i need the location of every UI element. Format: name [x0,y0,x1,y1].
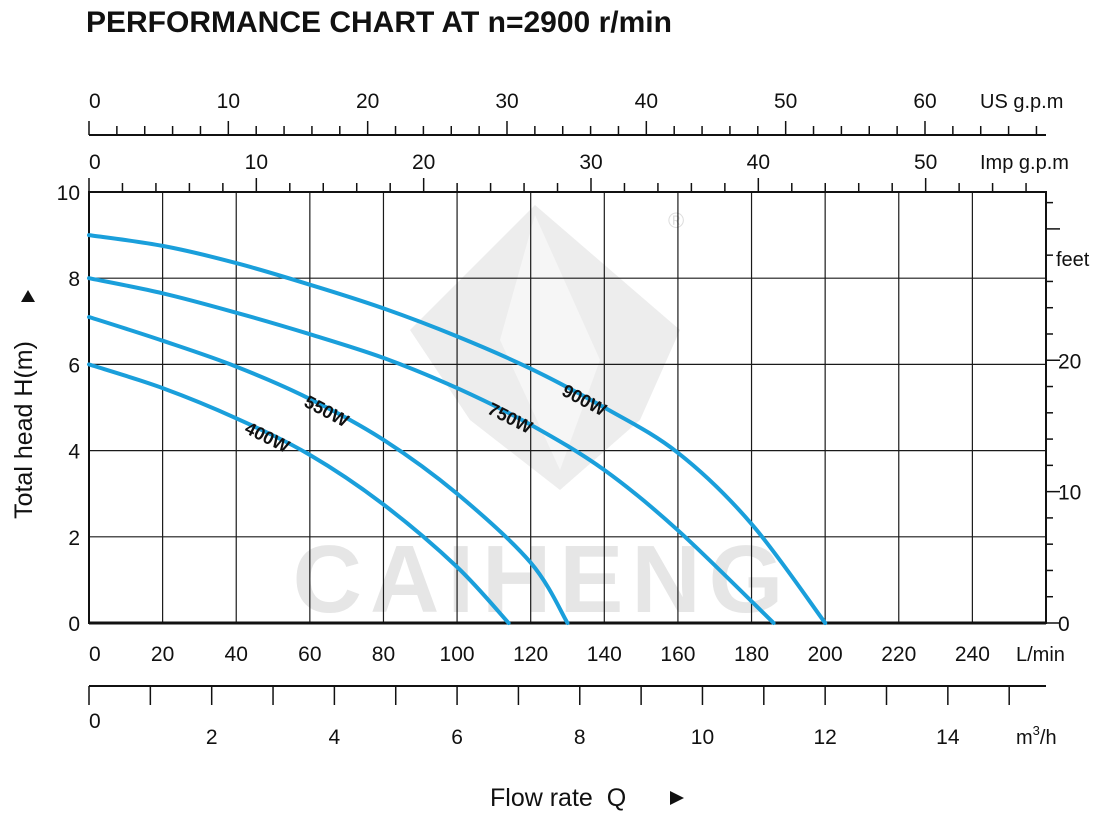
x-tick-label: 200 [808,643,843,666]
x-tick-label: 220 [881,643,916,666]
y-tick-label: 4 [68,441,80,464]
watermark-registered-mark: ® [668,208,684,233]
m3h-axis: 0 2 4 6 8 10 12 14 m3/h [88,685,1057,749]
us-gpm-tick-label: 50 [774,90,797,113]
x-tick-label: 240 [955,643,990,666]
curve-900w [87,233,828,625]
x-tick-label: 180 [734,643,769,666]
us-gpm-tick-label: 0 [89,90,101,113]
m3h-unit-label: m3/h [1016,723,1057,749]
x-tick-label: 40 [225,643,248,666]
curve-550w [87,315,570,625]
x-tick-label: 80 [372,643,395,666]
m3h-tick-label: 2 [206,726,218,749]
imp-gpm-tick-label: 20 [412,151,435,174]
chart-title: PERFORMANCE CHART AT n=2900 r/min [86,6,672,39]
imp-gpm-tick-label: 30 [579,151,602,174]
x-axis-tick-labels: 0 20 40 60 80 100 120 140 160 180 200 220 240 [89,643,990,666]
imp-gpm-tick-label: 0 [89,151,101,174]
feet-axis-tick-labels: 0 10 20 [1058,350,1081,636]
x-tick-label: 100 [440,643,475,666]
us-gpm-tick-label: 20 [356,90,379,113]
x-tick-label: 0 [89,643,101,666]
us-gpm-axis: 0 10 20 30 40 50 60 US g.p.m [88,90,1063,136]
y-axis-arrow-icon [21,290,35,302]
imp-gpm-tick-label: 40 [747,151,770,174]
x-axis-title: Flow rate Q [490,784,626,812]
m3h-ticks [88,686,1010,705]
x-tick-label: 60 [298,643,321,666]
m3h-tick-label: 0 [89,710,101,733]
us-gpm-tick-label: 60 [913,90,936,113]
m3h-tick-label: 4 [329,726,341,749]
curve-750w [87,276,776,625]
m3h-tick-label: 6 [451,726,463,749]
imp-gpm-tick-labels: 0 10 20 30 40 50 [89,151,937,174]
imp-gpm-unit-label: Imp g.p.m [980,152,1069,174]
lmin-unit-label: L/min [1016,644,1065,666]
feet-tick-label: 20 [1058,350,1081,373]
feet-tick-label: 0 [1058,613,1070,636]
x-tick-label: 140 [587,643,622,666]
y-tick-label: 2 [68,527,80,550]
watermark-brand-text: CAIHENG [293,526,792,633]
x-tick-label: 20 [151,643,174,666]
feet-unit-label: feet [1056,249,1090,271]
m3h-tick-label: 12 [813,726,836,749]
y-axis-title: Total head H(m) [10,341,38,519]
x-axis-arrow-icon [670,791,684,805]
y-tick-label: 10 [57,182,80,205]
x-tick-label: 120 [513,643,548,666]
m3h-tick-label: 10 [691,726,714,749]
y-tick-label: 6 [68,354,80,377]
us-gpm-tick-label: 40 [635,90,658,113]
us-gpm-ticks [88,121,1038,135]
m3h-tick-label: 14 [936,726,960,749]
us-gpm-tick-labels: 0 10 20 30 40 50 60 [89,90,937,113]
feet-tick-label: 10 [1058,482,1081,505]
plot-grid [89,192,1046,623]
imp-gpm-tick-label: 10 [245,151,268,174]
m3h-tick-labels: 0 2 4 6 8 10 12 14 [89,710,960,749]
y-tick-label: 0 [68,613,80,636]
imp-gpm-ticks [88,178,1027,192]
feet-axis-ticks [1046,201,1060,624]
curve-label-550w: 550W [301,391,352,431]
us-gpm-unit-label: US g.p.m [980,91,1063,113]
us-gpm-tick-label: 10 [217,90,240,113]
curve-400w [87,362,511,625]
us-gpm-tick-label: 30 [495,90,518,113]
performance-curves [87,233,828,625]
y-tick-label: 8 [68,268,80,291]
imp-gpm-axis: 0 10 20 30 40 50 Imp g.p.m [88,151,1069,192]
x-tick-label: 160 [660,643,695,666]
y-axis-tick-labels: 0 2 4 6 8 10 [57,182,81,636]
m3h-tick-label: 8 [574,726,586,749]
imp-gpm-tick-label: 50 [914,151,937,174]
